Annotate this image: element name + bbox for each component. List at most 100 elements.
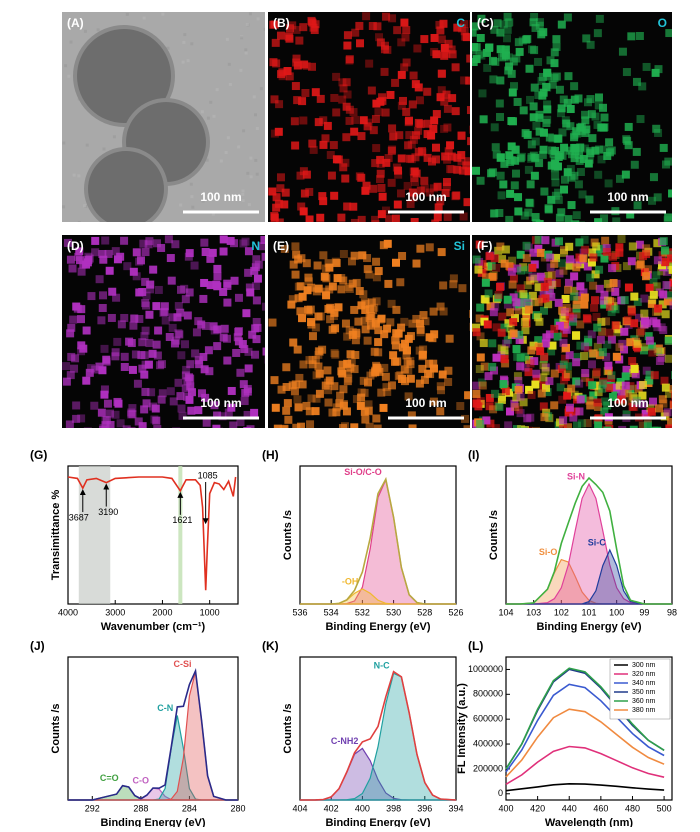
map-pixel	[498, 312, 507, 321]
map-pixel	[290, 117, 299, 126]
map-pixel	[536, 272, 545, 281]
map-pixel	[565, 403, 574, 412]
map-pixel	[490, 209, 499, 218]
map-pixel	[570, 171, 579, 180]
map-pixel	[386, 90, 395, 99]
noise	[181, 60, 185, 64]
map-pixel	[472, 323, 481, 332]
map-pixel	[437, 86, 446, 95]
map-pixel	[383, 387, 392, 396]
map-pixel	[298, 292, 307, 301]
map-pixel	[527, 346, 536, 355]
map-pixel	[529, 248, 538, 257]
peak-label: C-Si	[174, 659, 192, 669]
map-pixel	[62, 362, 71, 371]
noise	[166, 46, 170, 50]
map-pixel	[365, 59, 374, 68]
map-pixel	[534, 57, 543, 66]
map-pixel	[408, 100, 417, 109]
map-pixel	[229, 421, 238, 428]
map-pixel	[501, 359, 510, 368]
map-pixel	[296, 422, 305, 428]
map-pixel	[581, 369, 590, 378]
noise	[239, 68, 243, 72]
map-pixel	[376, 160, 385, 169]
map-pixel	[600, 254, 609, 263]
map-pixel	[423, 87, 432, 96]
map-pixel	[491, 424, 500, 428]
map-pixel	[540, 413, 549, 422]
map-pixel	[424, 369, 433, 378]
map-pixel	[596, 335, 605, 344]
map-pixel	[500, 159, 509, 168]
map-pixel	[508, 256, 517, 265]
map-pixel	[594, 101, 603, 110]
map-pixel	[384, 279, 393, 288]
map-pixel	[647, 342, 656, 351]
map-pixel	[391, 341, 400, 350]
map-pixel	[500, 259, 509, 268]
map-pixel	[509, 57, 518, 66]
map-pixel	[542, 119, 551, 128]
map-pixel	[502, 339, 511, 348]
map-pixel	[102, 357, 111, 366]
map-pixel	[476, 353, 485, 362]
map-pixel	[319, 197, 328, 206]
map-pixel	[437, 248, 446, 257]
map-pixel	[120, 313, 129, 322]
map-pixel	[530, 171, 539, 180]
map-pixel	[140, 332, 149, 341]
map-pixel	[248, 330, 257, 339]
map-pixel	[597, 155, 606, 164]
map-pixel	[529, 18, 538, 27]
map-pixel	[617, 389, 626, 398]
map-pixel	[75, 256, 84, 265]
map-pixel	[205, 367, 214, 376]
map-pixel	[280, 200, 289, 209]
map-pixel	[559, 416, 568, 425]
legend-label: 380 nm	[632, 707, 656, 714]
map-pixel	[192, 328, 201, 337]
map-pixel	[276, 31, 285, 40]
map-pixel	[90, 401, 99, 410]
map-pixel	[530, 83, 539, 92]
map-pixel	[76, 315, 85, 324]
map-pixel	[522, 35, 531, 44]
map-pixel	[453, 23, 462, 32]
map-pixel	[519, 426, 528, 428]
map-pixel	[427, 131, 436, 140]
noise	[237, 145, 241, 149]
map-pixel	[516, 353, 525, 362]
map-pixel	[142, 301, 151, 310]
map-pixel	[138, 287, 147, 296]
map-pixel	[158, 389, 167, 398]
map-pixel	[344, 369, 353, 378]
map-pixel	[339, 250, 348, 259]
map-pixel	[382, 158, 391, 167]
map-pixel	[495, 282, 504, 291]
map-pixel	[367, 298, 376, 307]
map-pixel	[611, 321, 620, 330]
map-pixel	[588, 248, 597, 257]
map-pixel	[306, 420, 315, 428]
map-pixel	[445, 334, 454, 343]
map-pixel	[268, 187, 277, 196]
map-pixel	[364, 400, 373, 409]
map-pixel	[376, 97, 385, 106]
map-pixel	[512, 425, 521, 428]
map-pixel	[152, 340, 161, 349]
map-pixel	[603, 296, 612, 305]
peak-label: Si-O	[539, 547, 558, 557]
map-pixel	[252, 255, 261, 264]
map-pixel	[540, 187, 549, 196]
map-pixel	[123, 262, 132, 271]
map-pixel	[551, 191, 560, 200]
map-pixel	[485, 393, 494, 402]
map-pixel	[608, 393, 617, 402]
map-pixel	[270, 95, 279, 104]
map-pixel	[503, 335, 512, 344]
map-pixel	[567, 384, 576, 393]
map-pixel	[376, 169, 385, 178]
map-pixel	[648, 348, 657, 357]
scale-label: 100 nm	[405, 396, 446, 410]
